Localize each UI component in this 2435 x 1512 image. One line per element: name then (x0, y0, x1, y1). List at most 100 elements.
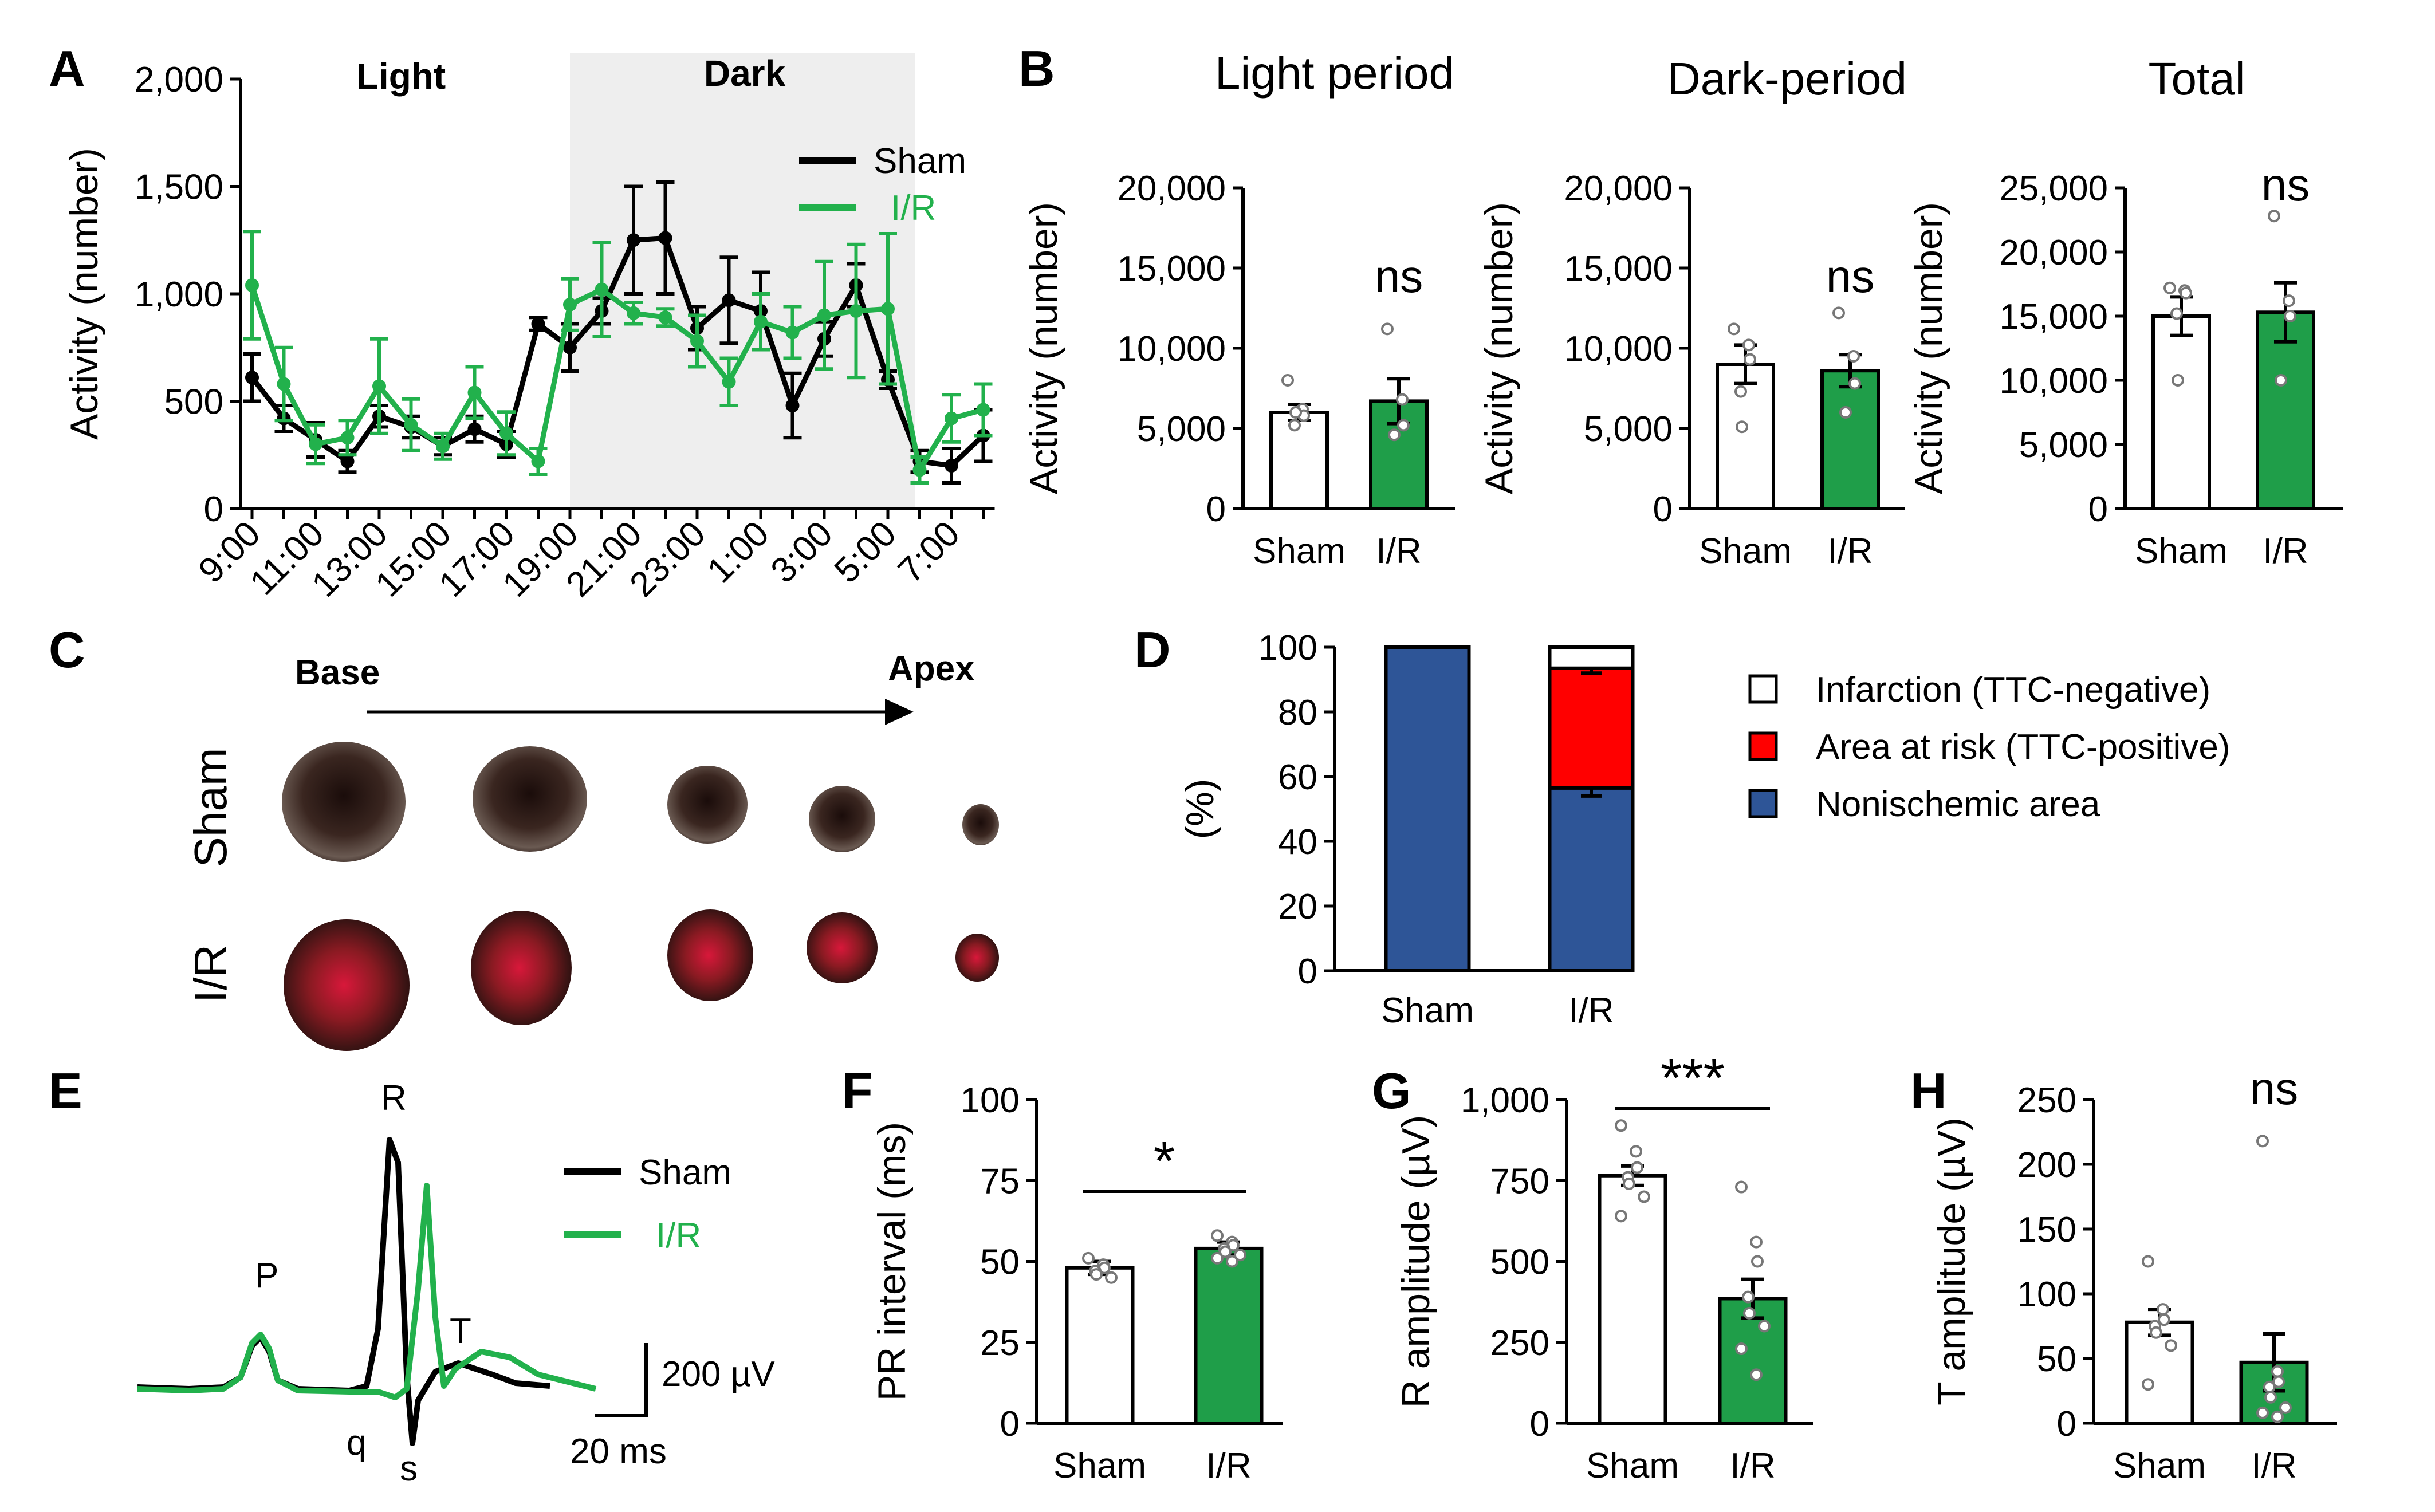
y-tick-label: 10,000 (1564, 329, 1673, 369)
data-point-ir (2275, 374, 2287, 387)
data-point-ir (1735, 1180, 1748, 1194)
y-axis-title: T amplitude (µV) (1930, 1117, 1973, 1405)
series-line-sham (250, 235, 985, 468)
y-tick-label: 750 (1490, 1161, 1549, 1201)
y-tick-label: 150 (2017, 1210, 2076, 1250)
data-point-ir (1751, 1255, 1764, 1268)
data-point-ir (277, 377, 291, 391)
data-point-ir (849, 304, 863, 318)
data-point-sham (627, 233, 640, 247)
data-point-sham (1615, 1210, 1627, 1223)
data-point-ir (2264, 1391, 2277, 1404)
wave-label-t: T (450, 1312, 471, 1351)
legend-label-ir: I/R (656, 1216, 701, 1255)
bar-sham (2151, 314, 2211, 510)
wave-label-s: s (400, 1449, 418, 1489)
y-tick-label: 100 (2017, 1275, 2076, 1314)
bar-segment-area-at-risk (1548, 666, 1635, 790)
dark-period-bar-chart: 0 5,000 10,000 15,000 20,000 Activity (number… (1477, 53, 1907, 571)
y-tick-label: 2,000 (135, 60, 223, 100)
infarct-legend: Infarction (TTC-negative) Area at risk (… (1748, 670, 2230, 824)
data-point-ir (1381, 322, 1394, 336)
y-tick-label: 50 (2037, 1340, 2076, 1379)
data-point-ir (1750, 1235, 1763, 1249)
t-amplitude-bar-chart: 0 50 100 150 200 250 T amplitude (µV) Sham I/R ns (1930, 1063, 2337, 1486)
ttc-heart-slices: Base Apex Sham I/R (185, 649, 999, 1051)
panel-letter-e: E (49, 1062, 82, 1119)
y-tick-label: 100 (1258, 628, 1317, 668)
x-tick-label-ir: I/R (2263, 531, 2308, 571)
dark-period-shade (570, 53, 915, 509)
sham-slice-5 (962, 804, 999, 845)
bar-sham (1598, 1174, 1667, 1425)
data-point-ir (1211, 1251, 1224, 1265)
chart-title: Dark-period (1667, 53, 1907, 104)
data-point-sham (945, 459, 958, 472)
legend-swatch-infarction (1748, 674, 1778, 704)
x-tick-label-ir: I/R (1206, 1446, 1251, 1486)
data-point-ir (2283, 294, 2295, 308)
y-tick-label: 40 (1278, 822, 1317, 862)
data-point-sham (2150, 1326, 2162, 1339)
data-point-sham (1736, 420, 1748, 434)
y-tick-label: 1,500 (135, 168, 223, 207)
bar-ir (1820, 369, 1880, 511)
x-tick-label-sham: Sham (1586, 1446, 1679, 1486)
y-axis-title: Activity (number) (1907, 202, 1950, 494)
data-point-sham (1281, 374, 1294, 387)
pr-interval-bar-chart: 0 25 50 75 100 PR interval (ms) Sham I/R * (870, 1081, 1283, 1486)
activity-series (243, 180, 993, 485)
y-tick-label: 100 (961, 1081, 1020, 1120)
data-point-ir (2271, 1365, 2284, 1378)
significance-label: ns (2250, 1063, 2299, 1114)
y-tick-label: 25 (980, 1324, 1020, 1363)
legend-label-infarction: Infarction (TTC-negative) (1816, 670, 2210, 710)
y-tick-label: 20,000 (1117, 169, 1226, 208)
ir-slice-3 (667, 909, 753, 1001)
data-point-ir (436, 439, 450, 454)
row-label-sham: Sham (185, 748, 236, 868)
data-point-ir (595, 282, 609, 297)
legend-label-sham: Sham (874, 141, 966, 181)
y-axis-title: Activity (number) (1022, 202, 1065, 494)
bar-segment-infarction (1548, 645, 1635, 670)
activity-legend: Sham I/R (799, 141, 966, 228)
data-point-sham (1105, 1271, 1118, 1284)
data-point-ir (627, 306, 640, 320)
data-point-ir (1848, 377, 1861, 390)
total-activity-bar-chart: 0 5,000 10,000 15,000 20,000 25,000 Activity (… (1907, 53, 2343, 571)
scale-bar (595, 1343, 648, 1418)
row-label-ir: I/R (185, 944, 236, 1003)
data-point-ir (245, 278, 259, 292)
y-tick-label: 250 (2017, 1081, 2076, 1120)
data-point-ir (2272, 1375, 2285, 1388)
data-point-ir (1839, 406, 1852, 419)
data-point-sham (2158, 1313, 2170, 1326)
y-tick-label: 75 (980, 1161, 1020, 1201)
panel-letter-h: H (1910, 1062, 1947, 1119)
apex-label: Apex (888, 649, 975, 688)
y-tick-label: 0 (1653, 490, 1673, 529)
significance-label: ns (1375, 251, 1423, 302)
x-tick-label-ir: I/R (1827, 531, 1873, 571)
y-tick-label: 20 (1278, 887, 1317, 927)
sham-slice-1 (282, 742, 406, 862)
sham-slice-2 (473, 746, 587, 852)
y-tick-label: 200 (2017, 1145, 2076, 1185)
data-point-sham (467, 422, 482, 436)
data-point-sham (531, 317, 545, 331)
y-tick-label: 1,000 (135, 275, 223, 314)
data-point-ir (2271, 1410, 2284, 1423)
ecg-trace-sham (137, 1137, 550, 1446)
data-point-ir (1226, 1255, 1238, 1268)
y-tick-label: 0 (204, 490, 223, 529)
data-point-sham (1288, 419, 1301, 432)
data-point-ir (1397, 419, 1410, 432)
data-point-ir (563, 297, 577, 312)
wave-label-r: R (381, 1078, 407, 1118)
data-point-sham (2157, 1303, 2169, 1316)
ir-slice-5 (955, 934, 999, 982)
x-tick-label: 1:00 (700, 514, 777, 590)
y-tick-label: 0 (1530, 1404, 1549, 1444)
data-point-ir (817, 308, 831, 322)
